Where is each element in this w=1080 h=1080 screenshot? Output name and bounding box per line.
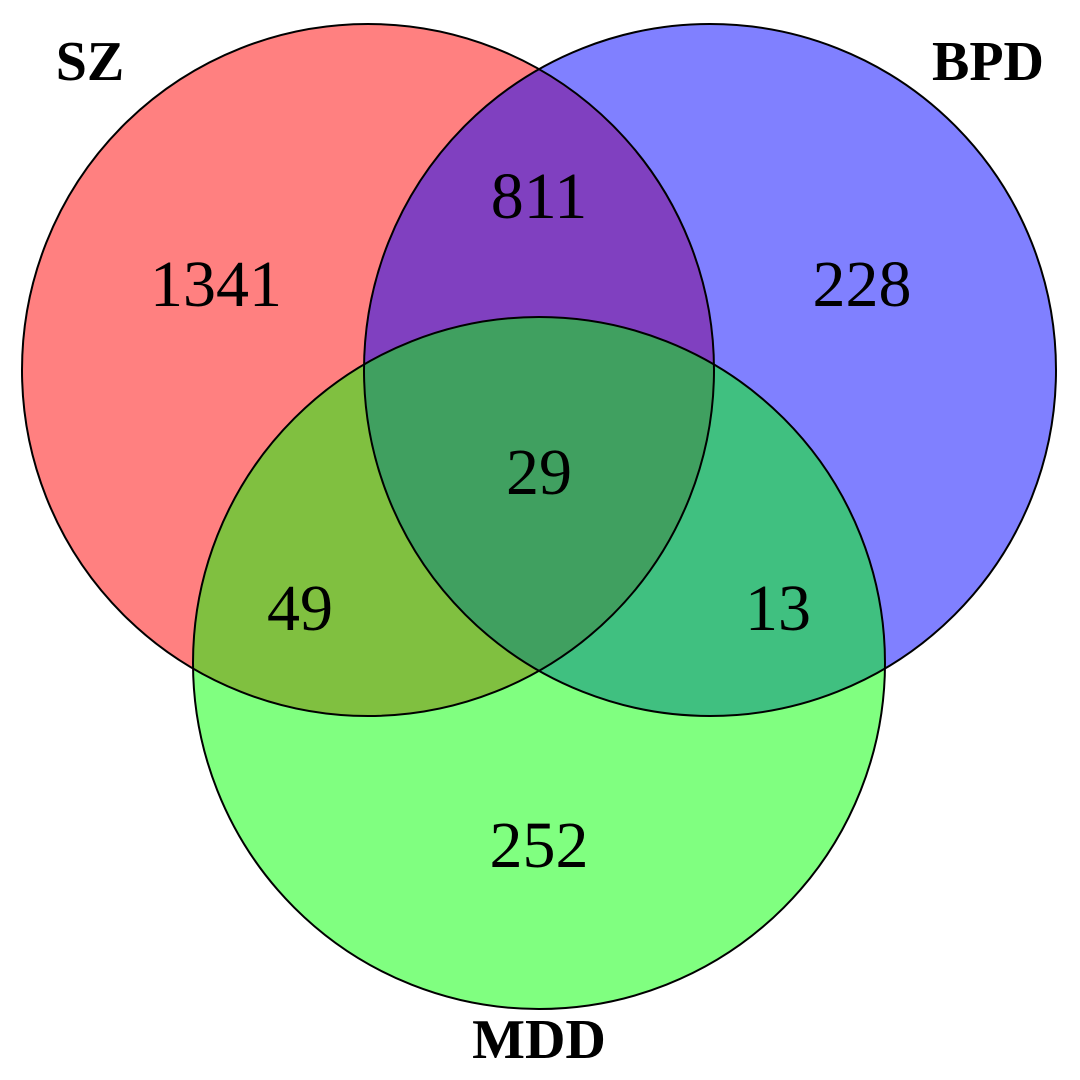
count-mdd-only: 252 <box>490 809 589 882</box>
count-sz-mdd: 49 <box>267 572 333 645</box>
count-sz-only: 1341 <box>150 248 282 321</box>
mdd-outline <box>192 316 886 1010</box>
bpd-label: BPD <box>932 31 1044 93</box>
sz-label: SZ <box>56 31 125 93</box>
count-bpd-mdd: 13 <box>745 572 811 645</box>
bpd-outline <box>363 23 1057 717</box>
sz-outline <box>21 23 715 717</box>
count-all-three: 29 <box>506 436 572 509</box>
count-sz-bpd: 811 <box>491 160 588 233</box>
mdd-label: MDD <box>472 1009 606 1071</box>
count-bpd-only: 228 <box>813 248 912 321</box>
